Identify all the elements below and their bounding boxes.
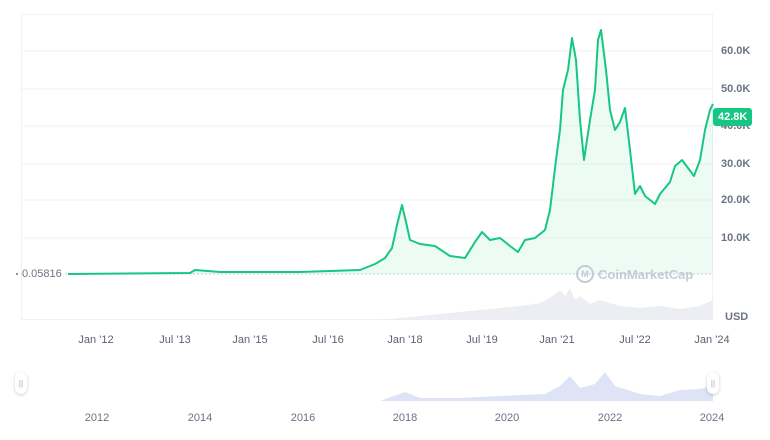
volume-area [380,288,713,320]
x-tick: Jan '15 [232,334,268,346]
watermark: M CoinMarketCap [576,265,693,283]
current-price-badge: 42.8K [713,108,753,126]
x-tick: Jan '18 [387,334,423,346]
coinmarketcap-logo-icon: M [576,265,594,283]
y-tick-50k: 50.0K [721,83,751,95]
x-tick: Jul '16 [312,334,344,346]
navigator-right-handle[interactable]: || [707,372,719,394]
y-tick-60k: 60.0K [721,45,751,57]
start-price-label: 0.05816 [22,268,65,280]
price-line [67,29,714,275]
y-tick-20k: 20.0K [721,194,751,206]
x-tick: Jul '22 [619,334,651,346]
navigator-area [21,372,713,401]
navigator-tick: 2022 [597,412,623,424]
x-tick: Jul '13 [159,334,191,346]
y-tick-30k: 30.0K [721,158,751,170]
navigator-tick: 2024 [699,412,725,424]
navigator-tick: 2016 [290,412,316,424]
x-tick: Jan '24 [694,334,730,346]
navigator-left-handle[interactable]: || [15,372,27,394]
navigator-tick: 2012 [84,412,110,424]
navigator-tick: 2018 [392,412,418,424]
navigator-tick: 2014 [187,412,213,424]
price-area [68,30,713,274]
x-tick: Jul '19 [466,334,498,346]
plot-area [21,14,713,320]
watermark-text: CoinMarketCap [598,266,694,282]
currency-label: USD [725,311,749,323]
y-tick-10k: 10.0K [721,232,751,244]
navigator-tick: 2020 [494,412,520,424]
x-tick: Jan '12 [78,334,114,346]
x-tick: Jan '21 [539,334,575,346]
start-marker-icon [16,273,18,275]
